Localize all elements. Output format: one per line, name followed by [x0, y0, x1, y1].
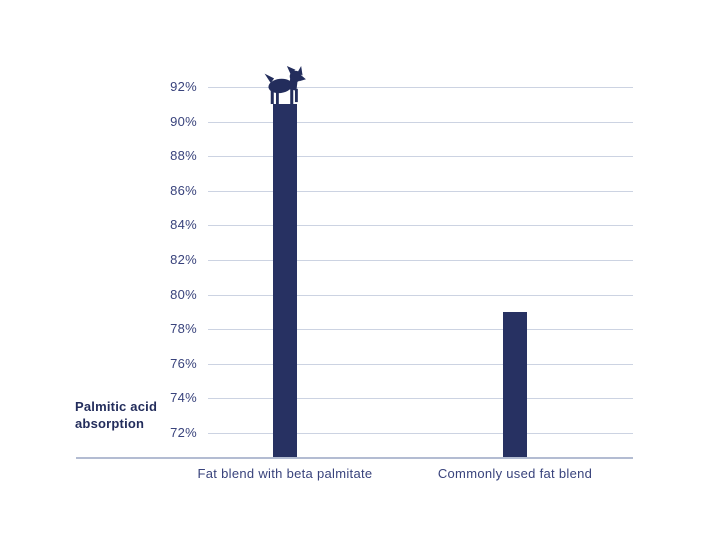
y-tick-label: 80% — [170, 286, 197, 302]
gridline — [208, 87, 633, 88]
gridline — [208, 294, 633, 296]
bar-1 — [273, 104, 297, 457]
gridline — [208, 260, 633, 261]
gridline — [208, 363, 633, 365]
y-tick-label: 74% — [170, 390, 197, 406]
y-tick-label: 88% — [170, 148, 197, 164]
y-tick-label: 86% — [170, 182, 197, 198]
y-tick-label: 82% — [170, 252, 197, 267]
y-tick-label: 92% — [170, 79, 197, 94]
gridline — [208, 433, 633, 434]
bar-2 — [503, 311, 527, 457]
gridline — [208, 398, 633, 400]
category-label-1: Fat blend with beta palmitate — [197, 466, 373, 481]
y-tick-label: 72% — [170, 425, 197, 440]
y-axis-title: Palmitic acid absorption — [75, 399, 158, 431]
gridline — [208, 190, 633, 192]
gridline — [208, 121, 633, 123]
y-tick-label: 78% — [170, 321, 197, 337]
y-tick-label: 84% — [170, 217, 197, 233]
y-tick-label: 90% — [170, 113, 197, 129]
gridline — [208, 225, 633, 227]
category-label-2: Commonly used fat blend — [437, 466, 593, 481]
gridline — [208, 329, 633, 331]
x-axis-line — [76, 457, 633, 459]
y-tick-label: 76% — [170, 355, 197, 371]
dog-icon — [264, 66, 306, 105]
gridline — [208, 156, 633, 158]
